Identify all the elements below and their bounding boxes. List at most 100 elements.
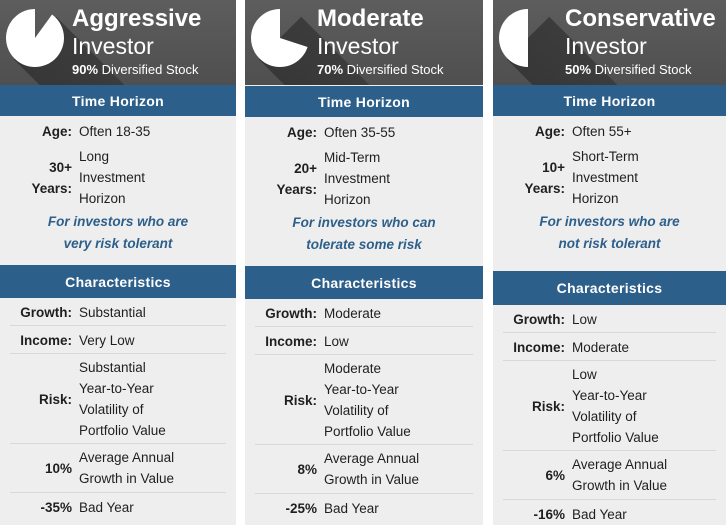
note-line: tolerate some risk — [306, 237, 422, 252]
stock-allocation-slice — [6, 9, 65, 67]
bad-year-label: Bad Year — [79, 499, 134, 515]
age-value: Often 18-35 — [79, 123, 151, 139]
years-text: Years: — [31, 180, 72, 196]
investor-banner: Conservative Investor 50% Diversified St… — [493, 0, 726, 85]
annual-line: Average Annual — [572, 457, 668, 472]
income-value: Moderate — [572, 339, 630, 355]
annual-text: Average Annual Growth in Value — [324, 448, 483, 490]
row-divider — [10, 353, 226, 354]
years-label: 20+ Years: — [245, 158, 324, 200]
risk-line: Year-to-Year — [324, 382, 399, 397]
risk-line: Moderate — [324, 361, 382, 376]
annual-growth-row: 8% Average Annual Growth in Value — [245, 448, 483, 490]
bad-year-row: -16% Bad Year — [493, 503, 726, 525]
age-value: Often 55+ — [572, 123, 632, 139]
row-divider — [255, 444, 473, 445]
annual-growth-row: 10% Average Annual Growth in Value — [0, 447, 236, 489]
stock-allocation: 90% Diversified Stock — [72, 62, 198, 78]
risk-line: Portfolio Value — [79, 423, 166, 438]
risk-row: Risk: Low Year-to-Year Volatility of Por… — [493, 364, 726, 448]
income-label: Income: — [20, 332, 72, 348]
note-line: not risk tolerant — [558, 236, 661, 251]
stock-allocation-slice — [499, 9, 528, 67]
risk-line: Volatility of — [79, 402, 144, 417]
investor-title: Conservative — [565, 5, 716, 32]
risk-tolerance-note: For investors who are not risk tolerant — [493, 211, 726, 255]
income-label: Income: — [513, 339, 565, 355]
risk-line: Low — [572, 367, 597, 382]
years-number: 10+ — [542, 159, 565, 175]
growth-label: Growth: — [513, 311, 565, 327]
stock-percent: 50% — [565, 62, 592, 77]
investor-title: Aggressive — [72, 5, 202, 32]
stock-label: Diversified Stock — [101, 62, 199, 77]
years-text: Years: — [524, 180, 565, 196]
age-row: Age: Often 18-35 — [0, 120, 236, 142]
horizon-line: Investment — [572, 170, 639, 185]
age-row: Age: Often 35-55 — [245, 121, 483, 143]
pie-chart-icon — [6, 9, 65, 67]
horizon-line: Horizon — [79, 191, 126, 206]
note-line: For investors who are — [539, 214, 680, 229]
stock-allocation-slice — [250, 9, 308, 67]
characteristics-header: Characteristics — [493, 271, 726, 305]
annual-line: Growth in Value — [79, 471, 175, 486]
annual-line: Growth in Value — [324, 472, 420, 487]
row-divider — [503, 332, 716, 333]
risk-row: Risk: Substantial Year-to-Year Volatilit… — [0, 357, 236, 441]
stock-percent: 70% — [317, 62, 344, 77]
horizon-value: Short-Term Investment Horizon — [572, 146, 726, 209]
annual-percent: 8% — [297, 461, 317, 477]
time-horizon-header: Time Horizon — [0, 85, 236, 116]
growth-value: Substantial — [79, 304, 146, 320]
annual-percent: 6% — [545, 467, 565, 483]
bad-year-percent: -25% — [285, 500, 317, 516]
row-divider — [503, 360, 716, 361]
risk-line: Portfolio Value — [324, 424, 411, 439]
age-value: Often 35-55 — [324, 124, 396, 140]
bad-year-row: -25% Bad Year — [245, 497, 483, 519]
income-row: Income: Moderate — [493, 335, 726, 359]
horizon-value: Mid-Term Investment Horizon — [324, 147, 483, 210]
stock-allocation: 70% Diversified Stock — [317, 62, 443, 78]
risk-label: Risk: — [38, 391, 72, 407]
horizon-line: Investment — [79, 170, 146, 185]
growth-row: Growth: Low — [493, 307, 726, 331]
annual-text: Average Annual Growth in Value — [79, 447, 236, 489]
growth-value: Moderate — [324, 305, 382, 321]
note-line: very risk tolerant — [63, 236, 173, 251]
risk-value: Moderate Year-to-Year Volatility of Port… — [324, 358, 483, 442]
age-label: Age: — [42, 123, 72, 139]
row-divider — [10, 492, 226, 493]
growth-value: Low — [572, 311, 597, 327]
risk-line: Volatility of — [324, 403, 389, 418]
risk-line: Volatility of — [572, 409, 637, 424]
bad-year-percent: -16% — [533, 506, 565, 522]
row-divider — [255, 326, 473, 327]
investor-card-aggressive: Aggressive Investor 90% Diversified Stoc… — [0, 0, 236, 525]
bad-year-percent: -35% — [40, 499, 72, 515]
income-row: Income: Very Low — [0, 328, 236, 352]
investor-subtitle: Investor — [565, 33, 647, 59]
risk-tolerance-note: For investors who can tolerate some risk — [245, 212, 483, 256]
time-horizon-header: Time Horizon — [245, 86, 483, 117]
annual-line: Average Annual — [79, 450, 175, 465]
annual-line: Growth in Value — [572, 478, 668, 493]
age-label: Age: — [535, 123, 565, 139]
investor-card-moderate: Moderate Investor 70% Diversified Stock … — [245, 0, 483, 525]
years-text: Years: — [276, 181, 317, 197]
age-row: Age: Often 55+ — [493, 120, 726, 142]
years-number: 30+ — [49, 159, 72, 175]
annual-growth-row: 6% Average Annual Growth in Value — [493, 454, 726, 496]
growth-row: Growth: Moderate — [245, 301, 483, 325]
income-value: Low — [324, 333, 349, 349]
row-divider — [10, 325, 226, 326]
stock-percent: 90% — [72, 62, 99, 77]
horizon-line: Long — [79, 149, 110, 164]
bad-year-label: Bad Year — [324, 500, 379, 516]
investor-banner: Moderate Investor 70% Diversified Stock — [245, 0, 483, 85]
years-row: 30+ Years: Long Investment Horizon — [0, 146, 236, 209]
row-divider — [503, 450, 716, 451]
years-label: 10+ Years: — [493, 157, 572, 199]
horizon-line: Short-Term — [572, 149, 639, 164]
